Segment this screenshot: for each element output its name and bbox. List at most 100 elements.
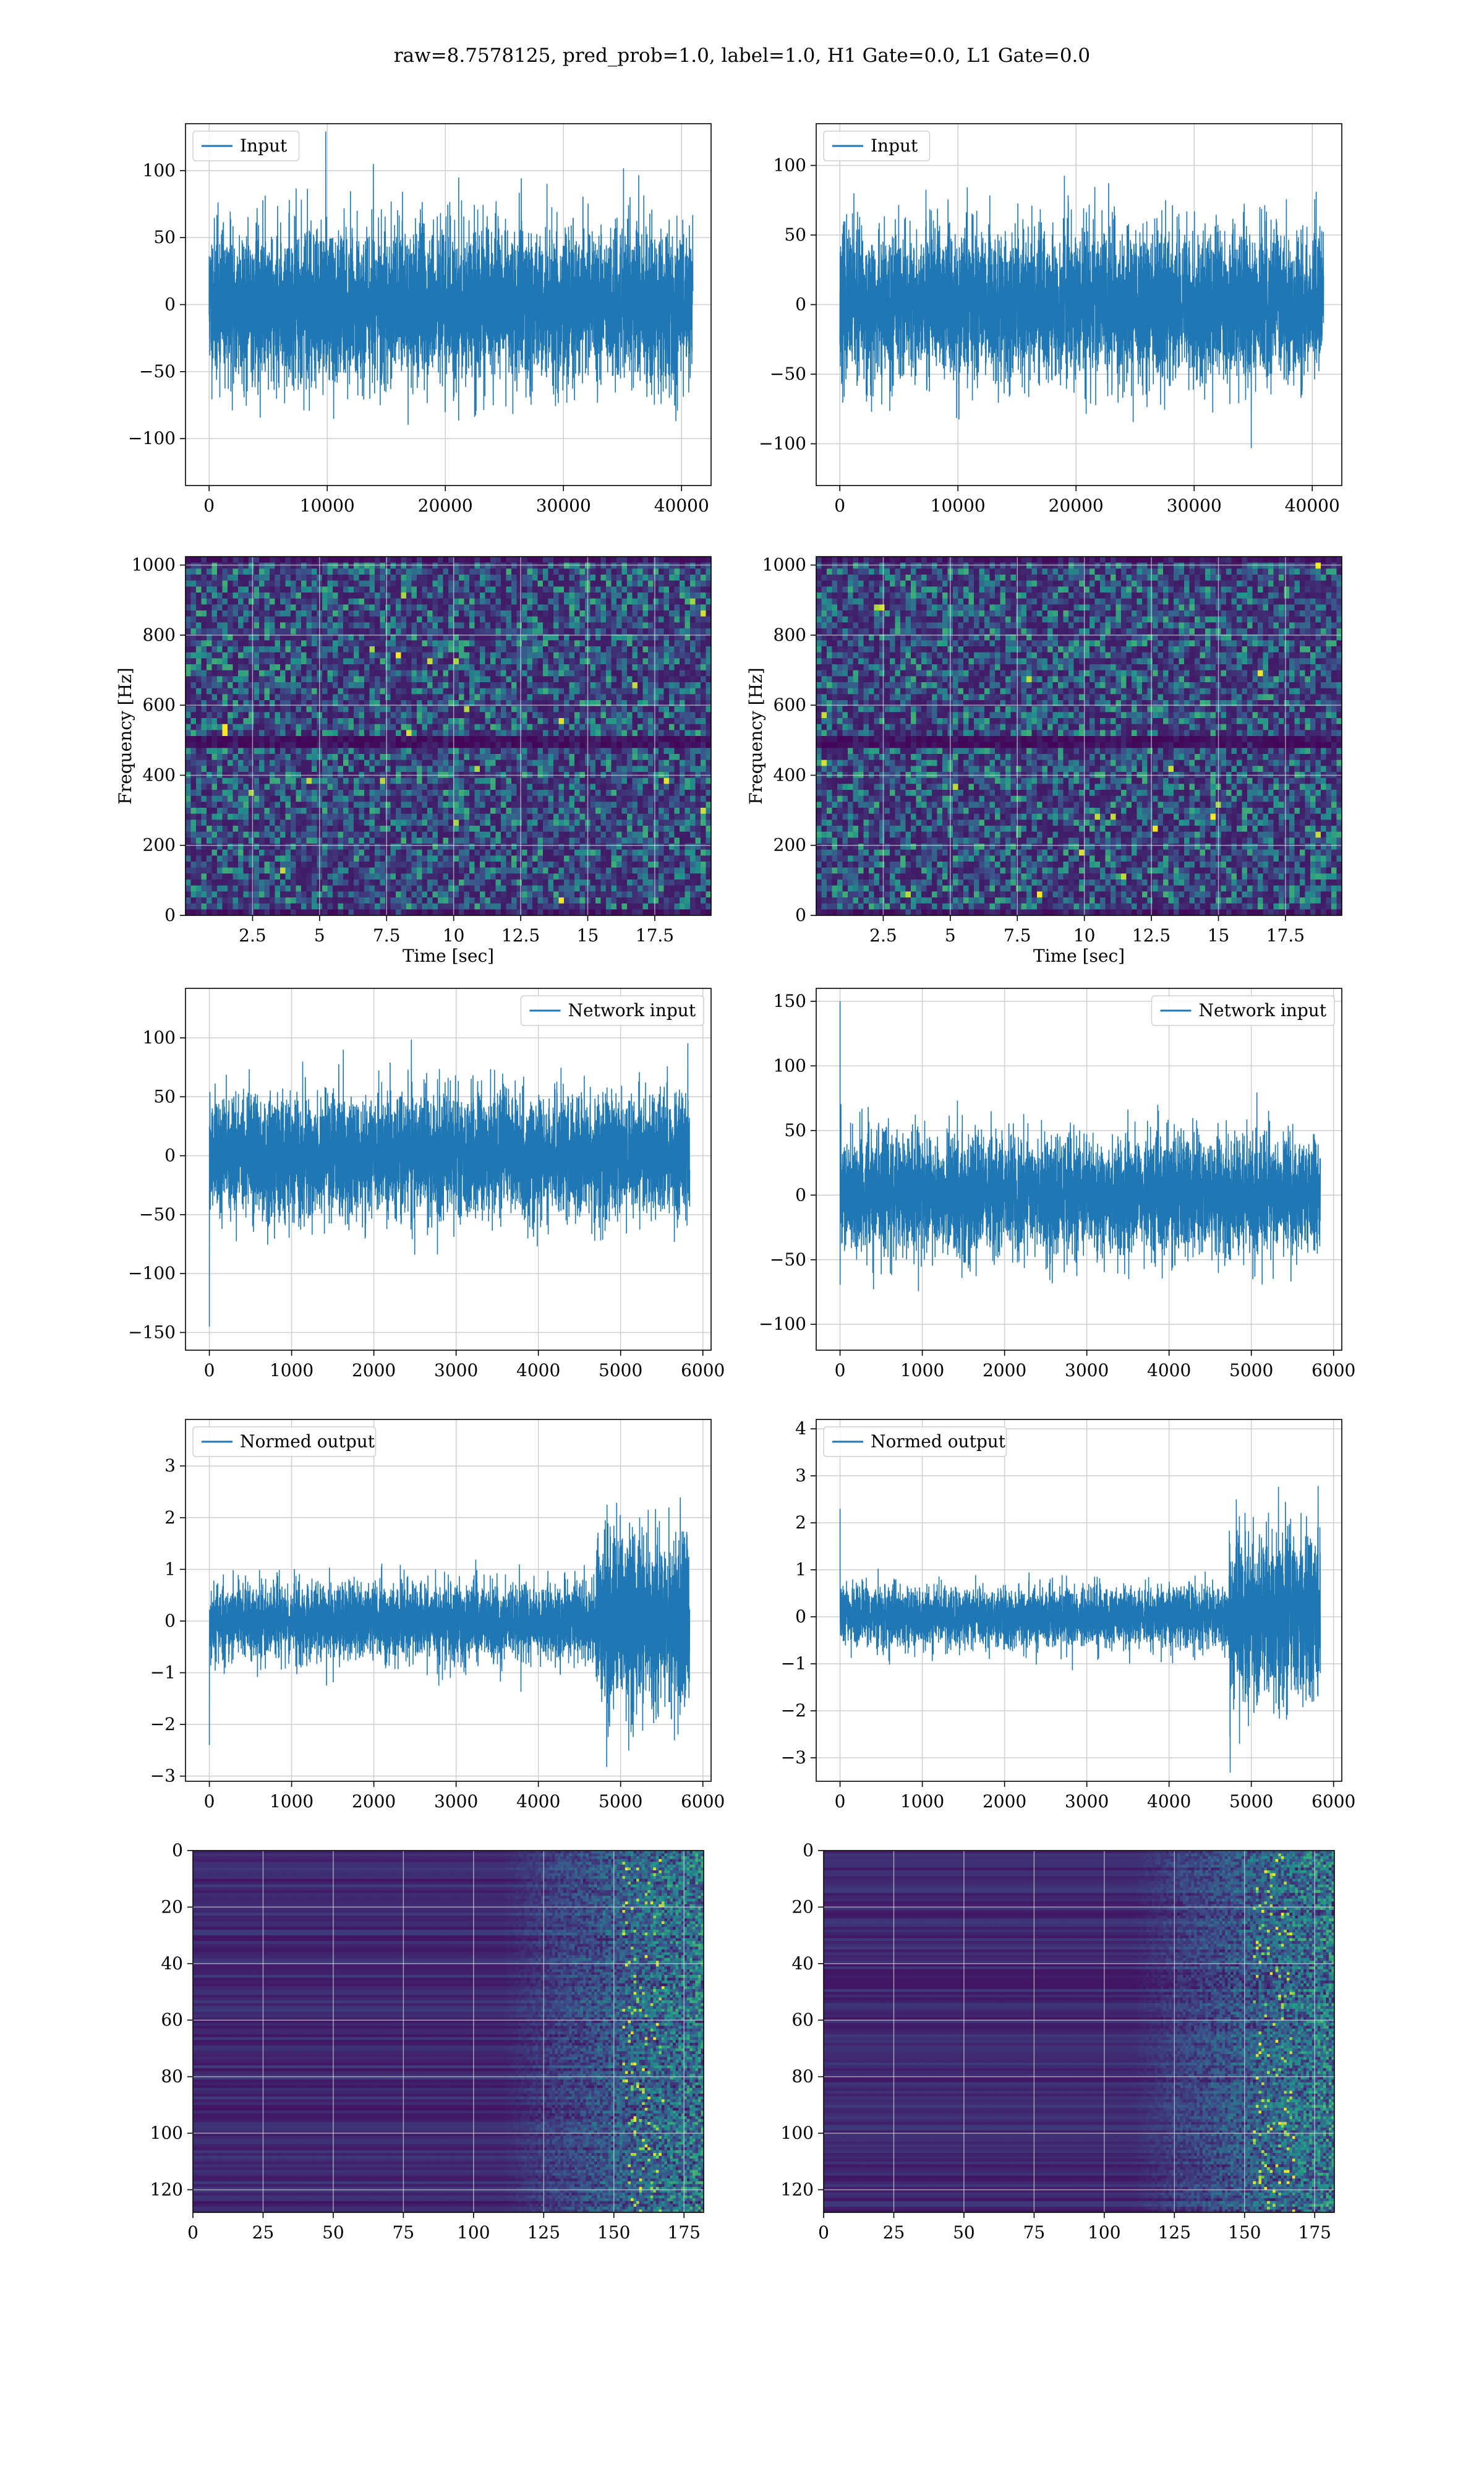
heatmap-cell [485, 742, 491, 748]
heatmap-cell [501, 777, 507, 784]
heatmap-cell [306, 748, 312, 755]
heatmap-cell [469, 628, 475, 635]
heatmap-cell [490, 628, 497, 635]
heatmap-cell [659, 575, 665, 581]
heatmap-cell [459, 706, 465, 713]
heatmap-cell [396, 616, 402, 623]
heatmap-cell [574, 640, 581, 647]
heatmap-cell [270, 610, 276, 617]
heatmap-cell [558, 808, 565, 815]
heatmap-cell [364, 622, 370, 629]
heatmap-cell [270, 604, 276, 611]
heatmap-cell [490, 706, 497, 713]
heatmap-cell [600, 760, 607, 766]
heatmap-cell [369, 598, 375, 605]
heatmap-cell [543, 730, 549, 737]
heatmap-cell [280, 682, 286, 689]
heatmap-cell [469, 634, 475, 641]
heatmap-cell [196, 712, 202, 719]
heatmap-cell [680, 580, 686, 587]
heatmap-cell [285, 586, 291, 593]
heatmap-cell [543, 790, 549, 797]
heatmap-cell [364, 610, 370, 617]
heatmap-cell [207, 748, 213, 755]
heatmap-cell [306, 664, 312, 671]
heatmap-cell [207, 700, 213, 707]
heatmap-cell [501, 604, 507, 611]
heatmap-cell [590, 748, 596, 755]
heatmap-cell [443, 616, 449, 623]
heatmap-cell [285, 795, 291, 802]
heatmap-cell [527, 718, 533, 725]
heatmap-cell [207, 724, 213, 730]
heatmap-cell [663, 652, 670, 659]
heatmap-cell [275, 622, 281, 629]
heatmap-cell [327, 706, 333, 713]
heatmap-cell [369, 808, 375, 815]
heatmap-cell [448, 844, 454, 850]
heatmap-cell [406, 593, 412, 599]
heatmap-cell [238, 628, 244, 635]
heatmap-cell [390, 718, 396, 725]
heatmap-cell [243, 760, 249, 766]
heatmap-cell [706, 784, 711, 790]
heatmap-cell [333, 562, 339, 569]
heatmap-cell [232, 652, 239, 659]
heatmap-cell [280, 557, 286, 563]
heatmap-cell [558, 575, 565, 581]
heatmap-cell [417, 826, 423, 833]
heatmap-cell [243, 562, 249, 569]
heatmap-cell [653, 557, 659, 563]
heatmap-cell [232, 670, 239, 677]
heatmap-cell [285, 646, 291, 653]
heatmap-cell [401, 688, 407, 695]
heatmap-cell [674, 808, 680, 815]
heatmap-cell [243, 646, 249, 653]
heatmap-cell [348, 724, 354, 730]
heatmap-cell [291, 760, 297, 766]
heatmap-cell [553, 831, 560, 838]
heatmap-cell [359, 646, 365, 653]
heatmap-cell [501, 682, 507, 689]
heatmap-cell [364, 575, 370, 581]
heatmap-cell [453, 670, 459, 677]
heatmap-cell [427, 736, 433, 743]
heatmap-cell [543, 557, 549, 563]
heatmap-cell [537, 610, 544, 617]
heatmap-cell [264, 676, 270, 683]
heatmap-cell [354, 742, 360, 748]
heatmap-cell [275, 568, 281, 575]
heatmap-cell [680, 844, 686, 850]
heatmap-cell [548, 766, 554, 773]
heatmap-cell [375, 604, 381, 611]
heatmap-cell [390, 580, 396, 587]
heatmap-cell [448, 808, 454, 815]
heatmap-cell [364, 652, 370, 659]
heatmap-cell [406, 766, 412, 773]
heatmap-cell [701, 784, 707, 790]
heatmap-cell [543, 712, 549, 719]
heatmap-cell [627, 652, 633, 659]
heatmap-cell [422, 640, 428, 647]
heatmap-cell [369, 718, 375, 725]
heatmap-cell [443, 652, 449, 659]
heatmap-cell [653, 676, 659, 683]
heatmap-cell [511, 664, 518, 671]
heatmap-cell [627, 712, 633, 719]
heatmap-cell [595, 575, 602, 581]
heatmap-cell [228, 813, 234, 820]
heatmap-cell [438, 790, 444, 797]
heatmap-cell [595, 688, 602, 695]
heatmap-cell [243, 777, 249, 784]
heatmap-cell [480, 802, 486, 808]
heatmap-cell [406, 742, 412, 748]
heatmap-cell [674, 634, 680, 641]
heatmap-cell [196, 760, 202, 766]
heatmap-cell [684, 664, 691, 671]
heatmap-cell [217, 628, 223, 635]
heatmap-cell [690, 718, 696, 725]
heatmap-cell [222, 831, 228, 838]
heatmap-cell [207, 634, 213, 641]
heatmap-cell [438, 568, 444, 575]
heatmap-cell [432, 712, 438, 719]
